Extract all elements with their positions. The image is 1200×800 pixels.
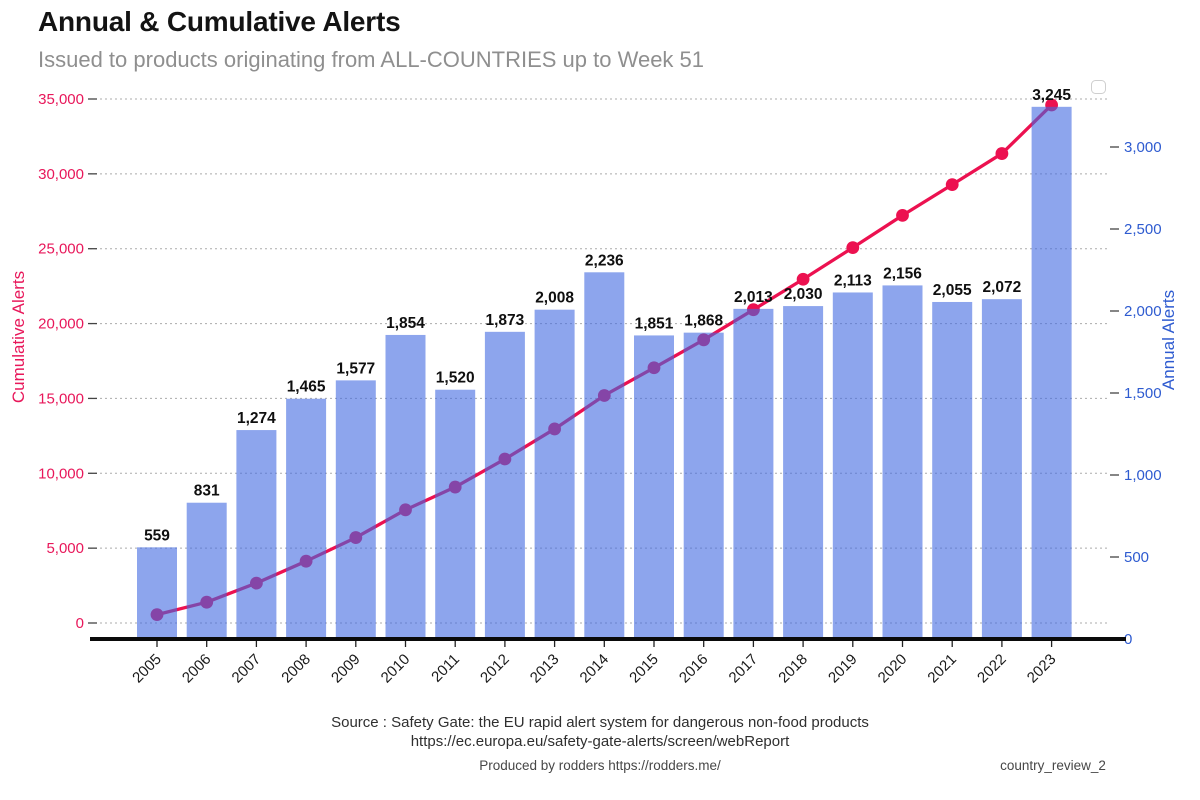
bar-2022 bbox=[981, 299, 1022, 639]
left-axis-tick-label: 20,000 bbox=[38, 316, 84, 333]
x-axis-year-label: 2015 bbox=[626, 651, 662, 687]
bar-value-label: 1,854 bbox=[386, 315, 425, 332]
bar-value-label: 1,851 bbox=[635, 315, 674, 332]
bar-2010 bbox=[385, 334, 426, 639]
bar-2021 bbox=[932, 301, 973, 639]
document-reference: country_review_2 bbox=[1000, 758, 1106, 773]
x-axis-year-label: 2007 bbox=[229, 651, 265, 687]
bar-2006 bbox=[186, 502, 227, 639]
x-axis-year-label: 2014 bbox=[577, 651, 613, 687]
bar-2015 bbox=[634, 335, 674, 639]
line-marker-2021 bbox=[945, 178, 959, 191]
bar-2007 bbox=[236, 430, 277, 639]
bar-value-label: 1,520 bbox=[436, 370, 475, 387]
bar-2005 bbox=[137, 547, 177, 639]
left-axis-tick-label: 30,000 bbox=[38, 166, 84, 183]
bar-value-label: 2,072 bbox=[983, 279, 1022, 296]
x-axis-year-label: 2008 bbox=[278, 651, 314, 687]
bar-value-label: 2,030 bbox=[784, 286, 823, 303]
produced-by-text: Produced by rodders https://rodders.me/ bbox=[479, 758, 721, 773]
left-axis-tick-label: 0 bbox=[76, 615, 84, 632]
right-axis-title: Annual Alerts bbox=[1159, 290, 1178, 390]
bar-value-label: 559 bbox=[144, 527, 170, 544]
x-axis-year-label: 2021 bbox=[924, 651, 960, 687]
right-axis-tick-label: 3,000 bbox=[1124, 139, 1162, 156]
left-axis-title: Cumulative Alerts bbox=[9, 271, 28, 403]
right-axis-tick-label: 1,500 bbox=[1124, 385, 1162, 402]
bar-value-label: 2,236 bbox=[585, 252, 624, 269]
bar-value-label: 2,113 bbox=[834, 272, 872, 289]
bar-value-label: 1,868 bbox=[684, 313, 723, 330]
left-axis-tick-label: 25,000 bbox=[38, 241, 84, 258]
left-axis-tick-label: 15,000 bbox=[38, 390, 84, 407]
x-axis-year-label: 2011 bbox=[428, 651, 463, 686]
line-marker-2018 bbox=[796, 272, 810, 286]
bar-2017 bbox=[733, 308, 774, 639]
bar-value-label: 2,156 bbox=[883, 265, 922, 282]
bar-value-label: 3,245 bbox=[1032, 87, 1071, 104]
bar-value-label: 2,008 bbox=[535, 290, 574, 307]
left-axis-tick-label: 35,000 bbox=[38, 91, 84, 108]
line-marker-2019 bbox=[846, 241, 860, 255]
bar-value-label: 1,577 bbox=[336, 360, 375, 377]
chart-corner-button[interactable] bbox=[1091, 80, 1106, 94]
bar-2016 bbox=[683, 332, 724, 639]
x-axis-year-label: 2013 bbox=[527, 651, 563, 687]
bar-2011 bbox=[435, 389, 476, 639]
x-axis-year-label: 2006 bbox=[179, 651, 215, 687]
x-axis-year-label: 2022 bbox=[974, 651, 1010, 687]
x-axis-year-label: 2018 bbox=[775, 651, 811, 687]
bar-value-label: 2,055 bbox=[933, 282, 972, 299]
bar-2019 bbox=[832, 292, 873, 639]
left-axis-tick-label: 10,000 bbox=[38, 465, 84, 482]
source-text: Source : Safety Gate: the EU rapid alert… bbox=[331, 714, 869, 731]
x-axis-year-label: 2017 bbox=[726, 651, 762, 687]
page-subtitle: Issued to products originating from ALL-… bbox=[38, 47, 705, 72]
x-axis-year-label: 2005 bbox=[129, 651, 165, 687]
x-axis-year-label: 2023 bbox=[1024, 651, 1060, 687]
bar-2014 bbox=[584, 272, 625, 639]
x-axis-year-label: 2016 bbox=[676, 651, 712, 687]
bar-2012 bbox=[484, 331, 525, 639]
bar-2008 bbox=[286, 398, 327, 639]
right-axis-tick-label: 2,500 bbox=[1124, 221, 1162, 238]
line-marker-2022 bbox=[995, 147, 1009, 160]
x-axis-year-label: 2019 bbox=[825, 651, 861, 687]
x-axis-year-label: 2009 bbox=[328, 651, 364, 687]
right-axis-tick-label: 1,000 bbox=[1124, 467, 1162, 484]
left-axis-tick-label: 5,000 bbox=[46, 540, 84, 557]
bar-2023 bbox=[1031, 106, 1072, 639]
right-axis-tick-label: 0 bbox=[1124, 631, 1132, 648]
bar-value-label: 1,274 bbox=[237, 410, 276, 427]
right-axis-tick-label: 2,000 bbox=[1124, 303, 1162, 320]
bar-value-label: 1,873 bbox=[486, 312, 525, 329]
bar-2020 bbox=[882, 285, 923, 639]
x-axis-year-label: 2010 bbox=[378, 651, 414, 687]
bar-value-label: 831 bbox=[194, 483, 220, 500]
bar-2018 bbox=[783, 306, 824, 639]
x-axis-year-label: 2012 bbox=[477, 651, 513, 687]
bar-value-label: 1,465 bbox=[287, 379, 326, 396]
x-axis-year-label: 2020 bbox=[875, 651, 911, 687]
line-marker-2020 bbox=[896, 208, 909, 222]
page-title: Annual & Cumulative Alerts bbox=[38, 6, 401, 37]
source-url: https://ec.europa.eu/safety-gate-alerts/… bbox=[410, 733, 790, 750]
bar-value-label: 2,013 bbox=[734, 289, 773, 306]
bar-2013 bbox=[534, 309, 575, 639]
right-axis-tick-label: 500 bbox=[1124, 549, 1149, 566]
bar-2009 bbox=[335, 380, 376, 639]
